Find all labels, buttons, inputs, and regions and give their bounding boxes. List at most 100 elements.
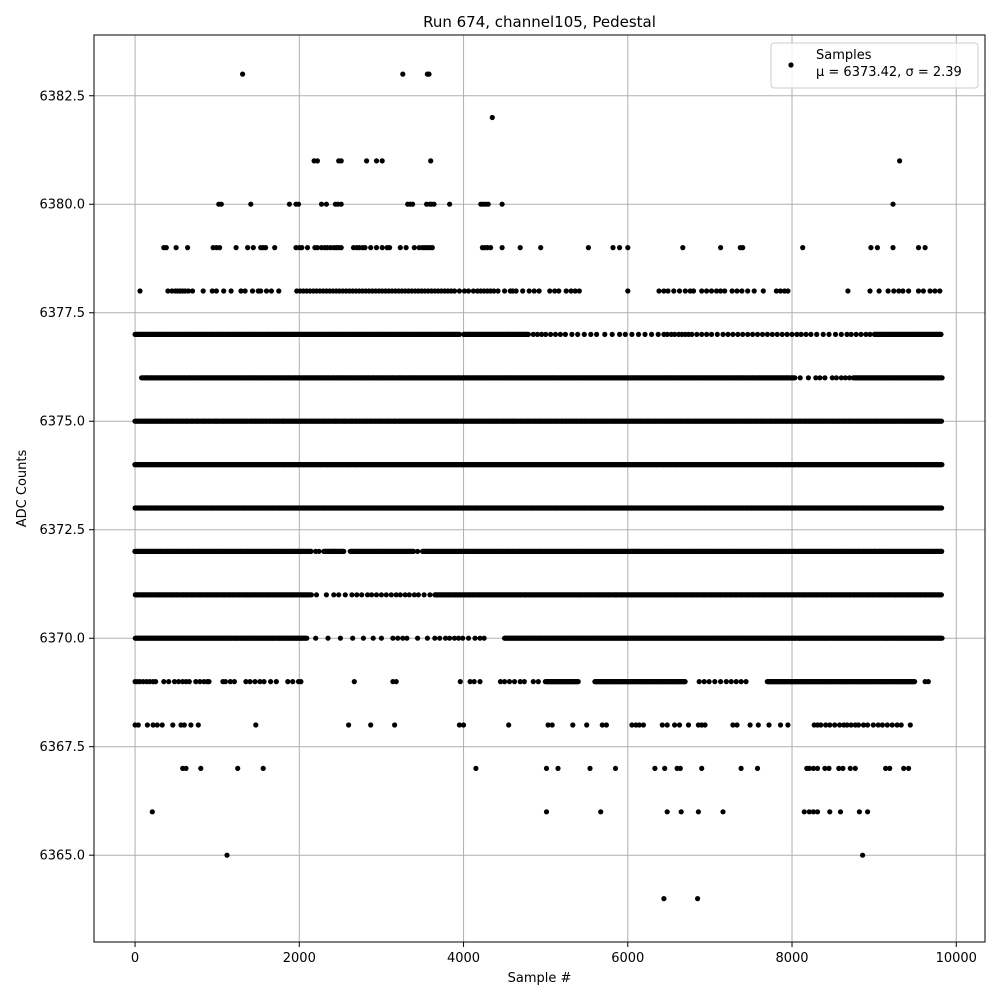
data-point xyxy=(617,331,623,337)
data-point xyxy=(543,331,549,337)
data-point xyxy=(735,331,741,337)
data-point xyxy=(470,288,476,294)
data-point xyxy=(617,245,623,251)
data-point xyxy=(750,331,756,337)
data-point xyxy=(379,158,385,164)
data-point xyxy=(286,201,292,207)
data-point xyxy=(874,245,881,251)
data-point xyxy=(585,245,592,251)
data-point xyxy=(764,331,771,337)
data-point xyxy=(137,288,143,294)
data-point xyxy=(576,288,582,294)
data-point xyxy=(649,331,655,337)
data-point xyxy=(858,331,864,337)
data-point xyxy=(867,288,873,294)
data-point xyxy=(314,245,320,251)
data-point xyxy=(362,245,368,251)
data-point xyxy=(238,288,244,294)
data-point xyxy=(718,288,724,294)
data-point xyxy=(939,505,945,511)
data-point xyxy=(745,331,751,337)
data-point xyxy=(263,288,270,294)
data-point xyxy=(364,158,370,164)
data-point xyxy=(228,288,234,294)
data-point xyxy=(489,114,495,121)
data-point xyxy=(920,288,927,294)
data-point xyxy=(729,288,735,294)
data-point xyxy=(539,331,545,337)
data-point xyxy=(853,331,859,337)
data-point xyxy=(708,331,715,337)
data-point xyxy=(708,288,715,294)
data-point xyxy=(682,288,688,294)
data-point xyxy=(622,331,628,337)
data-point xyxy=(773,288,780,294)
data-point xyxy=(456,288,462,294)
data-point xyxy=(813,375,819,381)
data-point xyxy=(774,331,780,337)
data-point xyxy=(536,288,542,294)
data-point xyxy=(456,331,462,337)
data-point xyxy=(704,288,710,294)
data-point xyxy=(429,245,435,251)
data-point xyxy=(867,331,873,337)
data-point xyxy=(792,375,798,381)
data-point xyxy=(665,288,671,294)
data-point xyxy=(387,245,393,251)
data-point xyxy=(832,331,839,337)
data-point xyxy=(491,288,497,294)
data-point xyxy=(885,288,891,294)
data-point xyxy=(689,331,695,337)
data-point xyxy=(838,375,844,381)
data-point xyxy=(897,158,903,164)
data-point xyxy=(938,331,944,337)
data-point xyxy=(373,245,380,251)
data-point xyxy=(635,331,642,337)
data-point xyxy=(699,288,705,294)
data-point xyxy=(848,331,854,337)
data-point xyxy=(499,201,505,207)
data-point xyxy=(602,331,608,337)
data-point xyxy=(915,288,922,294)
data-point xyxy=(431,201,437,207)
data-point xyxy=(200,288,206,294)
data-point xyxy=(833,375,840,381)
data-point xyxy=(304,245,311,251)
data-point xyxy=(242,288,248,294)
data-point xyxy=(797,375,803,381)
data-point xyxy=(400,71,406,77)
data-point xyxy=(805,375,812,381)
data-point xyxy=(906,288,912,294)
data-point xyxy=(927,288,933,294)
data-point xyxy=(891,288,897,294)
data-point xyxy=(655,331,661,337)
data-point xyxy=(798,331,804,337)
data-point xyxy=(939,375,945,381)
data-point xyxy=(740,245,746,251)
data-point xyxy=(575,331,581,337)
data-point xyxy=(594,331,600,337)
data-point xyxy=(656,288,662,294)
data-point xyxy=(248,201,254,207)
grid-lines xyxy=(94,35,985,942)
data-point xyxy=(661,288,667,294)
data-point xyxy=(671,288,677,294)
data-point xyxy=(547,288,553,294)
data-point xyxy=(411,245,417,251)
data-point xyxy=(760,288,766,294)
data-point xyxy=(842,375,849,381)
data-point xyxy=(185,288,191,294)
data-point xyxy=(499,245,505,251)
data-point xyxy=(308,548,314,555)
data-point xyxy=(218,201,224,207)
data-point xyxy=(338,245,344,251)
data-point xyxy=(314,158,320,164)
data-point xyxy=(268,288,274,294)
data-point xyxy=(245,245,251,251)
data-point xyxy=(822,375,828,381)
data-point xyxy=(447,201,453,207)
data-point xyxy=(680,245,686,251)
data-point xyxy=(217,245,223,251)
data-point xyxy=(694,331,700,337)
data-point xyxy=(642,331,648,337)
